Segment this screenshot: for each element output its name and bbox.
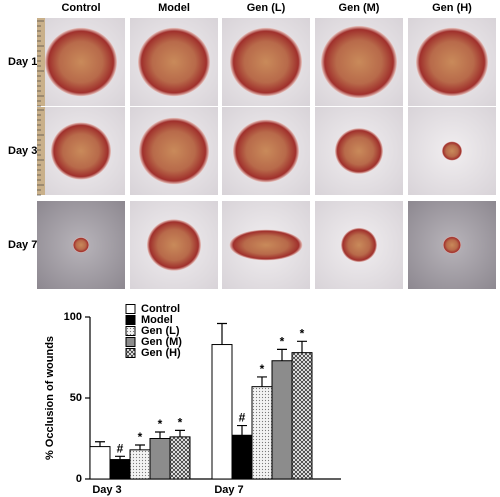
- photo: [222, 201, 310, 289]
- ruler: [37, 107, 45, 195]
- photo: [37, 107, 125, 196]
- bar-chart: % Occlusion of wounds 0 50 100 Day 3 # * * * Day …: [44, 303, 341, 496]
- legend-label: Gen (L): [141, 325, 180, 337]
- row-label: Day 1: [8, 56, 37, 68]
- error-bar: [217, 322, 227, 345]
- wound: [442, 141, 462, 161]
- column-label: Control: [61, 2, 100, 14]
- error-bar: [237, 424, 247, 436]
- bar: [89, 446, 111, 480]
- photo-grid: Control Model Gen (L) Gen (M) Gen (H) Day 1 Da…: [8, 2, 496, 289]
- photo: [408, 18, 496, 106]
- column-label: Gen (H): [432, 2, 472, 14]
- legend-label: Gen (M): [141, 336, 182, 348]
- wound: [335, 128, 383, 174]
- wound: [321, 25, 397, 99]
- error-bar: [175, 429, 185, 437]
- bar: [129, 449, 151, 480]
- column-label: Model: [158, 2, 190, 14]
- bar: [169, 436, 191, 480]
- wound: [341, 227, 377, 263]
- legend-label: Gen (H): [141, 347, 181, 359]
- error-bar: [155, 431, 165, 439]
- wound: [73, 237, 89, 253]
- photo: [130, 201, 218, 289]
- y-axis-label: % Occlusion of wounds: [44, 336, 56, 460]
- error-bar: [95, 441, 105, 447]
- y-tick-label: 100: [64, 311, 82, 323]
- wound: [138, 27, 210, 97]
- ruler: [37, 18, 45, 106]
- bar: [211, 344, 233, 480]
- error-bar: [277, 348, 287, 361]
- legend-swatch: [125, 304, 136, 314]
- photo: [222, 107, 310, 195]
- y-tick-label: 50: [70, 392, 82, 404]
- bar: [231, 434, 253, 480]
- photo: [130, 18, 218, 106]
- significance-marker: *: [178, 416, 183, 430]
- photo: [408, 107, 496, 195]
- legend-swatch: [125, 337, 136, 347]
- legend-label: Control: [141, 303, 180, 315]
- legend-swatch: [125, 326, 136, 336]
- significance-marker: *: [300, 326, 305, 340]
- photo: [37, 18, 125, 107]
- column-label: Gen (L): [247, 2, 286, 14]
- bar: [291, 352, 313, 480]
- photo: [130, 107, 218, 195]
- significance-marker: #: [239, 411, 246, 425]
- wound: [139, 117, 209, 185]
- row-label: Day 7: [8, 239, 37, 251]
- legend-swatch: [125, 315, 136, 325]
- error-bar: [257, 376, 267, 387]
- wound: [229, 229, 303, 261]
- error-bar: [115, 455, 125, 460]
- x-tick-label: Day 3: [92, 484, 121, 496]
- wound: [45, 27, 117, 97]
- photo: [315, 18, 403, 106]
- significance-marker: *: [260, 362, 265, 376]
- photo: [408, 201, 496, 289]
- row-label: Day 3: [8, 145, 37, 157]
- photo: [222, 18, 310, 106]
- error-bar: [135, 444, 145, 450]
- photo: [37, 201, 125, 289]
- wound: [443, 236, 461, 254]
- wound: [416, 27, 488, 97]
- bar: [251, 386, 273, 480]
- legend-swatch: [125, 348, 136, 358]
- bar: [149, 438, 171, 480]
- wound: [147, 219, 201, 271]
- wound: [233, 119, 299, 183]
- wound: [230, 27, 302, 97]
- significance-marker: *: [158, 417, 163, 431]
- significance-marker: *: [280, 335, 285, 349]
- error-bar: [297, 340, 307, 353]
- legend-label: Model: [141, 314, 173, 326]
- significance-marker: #: [117, 441, 124, 455]
- significance-marker: *: [138, 430, 143, 444]
- photo: [315, 201, 403, 289]
- column-label: Gen (M): [339, 2, 380, 14]
- photo: [315, 107, 403, 195]
- y-tick-label: 0: [76, 473, 82, 485]
- bar: [109, 459, 131, 480]
- x-tick-label: Day 7: [214, 484, 243, 496]
- bar: [271, 360, 293, 480]
- wound: [51, 122, 111, 180]
